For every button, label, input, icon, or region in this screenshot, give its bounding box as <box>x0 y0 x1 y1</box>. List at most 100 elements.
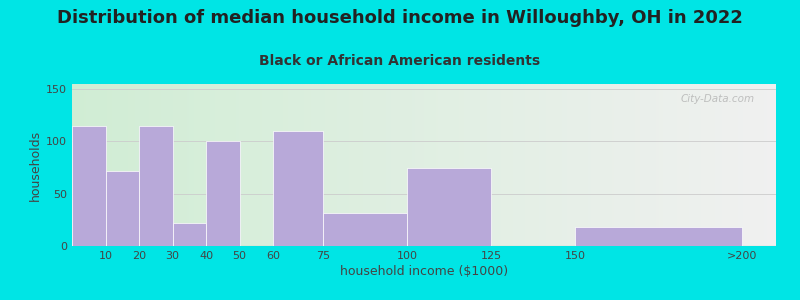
Bar <box>225 84 227 246</box>
Bar <box>147 84 150 246</box>
Bar <box>119 84 122 246</box>
Bar <box>396 84 398 246</box>
Bar <box>309 84 311 246</box>
Bar <box>502 84 504 246</box>
Bar <box>379 84 382 246</box>
Bar <box>295 84 298 246</box>
Bar <box>407 168 491 246</box>
Bar <box>675 84 678 246</box>
Bar <box>163 84 166 246</box>
Bar <box>304 84 306 246</box>
Bar <box>266 84 269 246</box>
Bar <box>407 84 410 246</box>
Bar <box>89 84 90 246</box>
Bar <box>273 131 323 246</box>
Bar <box>618 84 621 246</box>
Bar <box>323 213 407 246</box>
Bar <box>553 84 555 246</box>
Bar <box>530 84 532 246</box>
Bar <box>774 84 776 246</box>
Bar <box>621 84 623 246</box>
Bar <box>107 84 110 246</box>
Bar <box>487 84 490 246</box>
Bar <box>506 84 509 246</box>
Bar <box>330 84 333 246</box>
Bar <box>410 84 412 246</box>
Bar <box>710 84 713 246</box>
Bar <box>534 84 537 246</box>
Bar <box>447 84 450 246</box>
Bar <box>575 227 742 246</box>
Bar <box>762 84 764 246</box>
Bar <box>374 84 377 246</box>
Bar <box>509 84 511 246</box>
Bar <box>605 84 607 246</box>
Bar <box>658 84 661 246</box>
Bar <box>588 84 590 246</box>
Bar <box>95 84 98 246</box>
Bar <box>161 84 163 246</box>
Bar <box>652 84 654 246</box>
Bar <box>290 84 293 246</box>
Bar <box>72 126 106 246</box>
Bar <box>459 84 462 246</box>
Bar <box>583 84 586 246</box>
Bar <box>98 84 100 246</box>
Bar <box>469 84 471 246</box>
Bar <box>590 84 593 246</box>
Bar <box>391 84 394 246</box>
Bar <box>248 84 250 246</box>
Bar <box>208 84 210 246</box>
Bar <box>722 84 724 246</box>
Bar <box>236 84 238 246</box>
Bar <box>201 84 203 246</box>
Bar <box>412 84 414 246</box>
Bar <box>354 84 356 246</box>
Bar <box>206 84 208 246</box>
Bar <box>485 84 487 246</box>
Bar <box>377 84 379 246</box>
Bar <box>302 84 304 246</box>
Bar <box>724 84 726 246</box>
Bar <box>314 84 316 246</box>
Bar <box>135 84 138 246</box>
Bar <box>550 84 553 246</box>
Bar <box>351 84 354 246</box>
Bar <box>546 84 548 246</box>
Bar <box>466 84 469 246</box>
Bar <box>555 84 558 246</box>
Bar <box>403 84 406 246</box>
Bar <box>422 84 424 246</box>
Bar <box>220 84 222 246</box>
Bar <box>755 84 758 246</box>
Bar <box>243 84 246 246</box>
Bar <box>490 84 492 246</box>
Bar <box>126 84 128 246</box>
Bar <box>431 84 434 246</box>
Bar <box>316 84 318 246</box>
Bar <box>168 84 170 246</box>
Bar <box>110 84 112 246</box>
Bar <box>250 84 253 246</box>
Bar <box>678 84 680 246</box>
Bar <box>748 84 750 246</box>
Bar <box>718 84 720 246</box>
Bar <box>182 84 185 246</box>
Bar <box>567 84 570 246</box>
Bar <box>72 84 74 246</box>
Bar <box>614 84 617 246</box>
Bar <box>271 84 274 246</box>
Bar <box>281 84 283 246</box>
Bar <box>262 84 265 246</box>
Bar <box>670 84 673 246</box>
Bar <box>384 84 386 246</box>
Bar <box>734 84 736 246</box>
Bar <box>687 84 689 246</box>
Bar <box>300 84 302 246</box>
Bar <box>178 84 180 246</box>
Bar <box>128 84 130 246</box>
Bar <box>124 84 126 246</box>
Bar <box>661 84 663 246</box>
Y-axis label: households: households <box>29 129 42 201</box>
Bar <box>715 84 718 246</box>
